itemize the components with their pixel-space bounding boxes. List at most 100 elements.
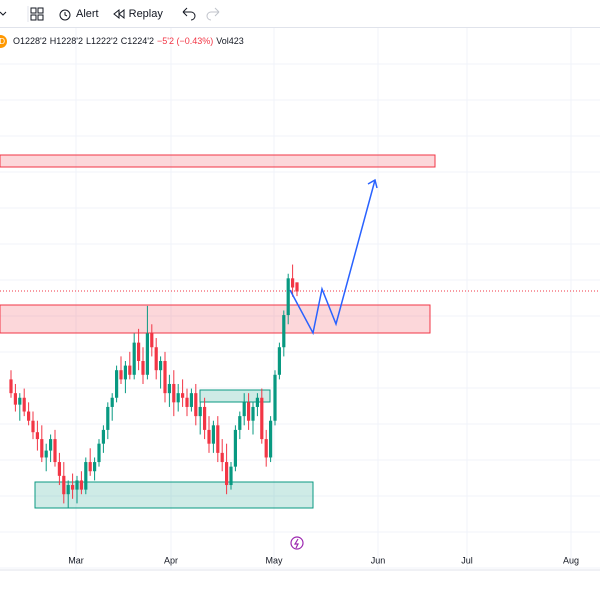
candle-body	[154, 347, 158, 371]
candle-body	[225, 462, 229, 486]
change-value: −5'2 (−0.43%)	[157, 36, 214, 46]
close-value: C1224'2	[120, 36, 155, 46]
candle-body	[106, 406, 110, 430]
candle-body	[194, 393, 198, 417]
toolbar: Alert Replay	[0, 0, 600, 28]
replay-label: Replay	[128, 7, 163, 20]
candle-body	[264, 439, 268, 458]
alert-icon	[59, 9, 71, 20]
candle-body	[18, 397, 22, 405]
candle-body	[282, 315, 286, 348]
candle-body	[53, 439, 57, 463]
candle-body	[88, 462, 92, 472]
candle-body	[291, 278, 295, 288]
support-zone[interactable]	[199, 389, 271, 403]
candle-body	[207, 429, 211, 444]
candle-body	[40, 439, 44, 458]
candle-body	[115, 370, 119, 398]
candle-body	[71, 485, 75, 490]
layouts-button[interactable]	[30, 7, 44, 21]
candle-body	[66, 485, 70, 495]
replay-button[interactable]: Replay	[112, 7, 163, 20]
candle-body	[137, 342, 141, 362]
candle-body	[203, 406, 207, 430]
candle-body	[110, 397, 114, 407]
candle-body	[31, 420, 35, 433]
candle-body	[49, 439, 53, 451]
projection-path[interactable]	[289, 179, 376, 336]
candle-body	[93, 462, 97, 472]
time-label: Apr	[164, 555, 178, 565]
open-value: O1228'2	[13, 36, 47, 46]
candle-body	[189, 393, 193, 407]
candle-body	[84, 462, 88, 490]
candle-body	[255, 397, 259, 407]
candle-body	[44, 450, 48, 458]
candle-body	[247, 402, 251, 421]
candle-body	[242, 402, 246, 417]
candle-body	[27, 411, 31, 421]
time-label: Jul	[461, 555, 473, 565]
candles	[9, 264, 299, 508]
candle-body	[233, 429, 237, 467]
candle-body	[185, 397, 189, 407]
candle-body	[251, 406, 255, 421]
candle-body	[97, 443, 101, 463]
candle-body	[35, 432, 39, 440]
candle-body	[198, 406, 202, 417]
alert-label: Alert	[76, 7, 99, 20]
undo-redo[interactable]	[177, 0, 227, 28]
candle-body	[13, 393, 17, 405]
time-label: Jun	[371, 555, 386, 565]
time-axis: Mar Apr May Jun Jul Aug	[68, 555, 579, 565]
candle-body	[176, 393, 180, 403]
candle-body	[145, 333, 149, 375]
candle-body	[220, 452, 224, 463]
candle-body	[269, 420, 273, 458]
time-label: May	[265, 555, 283, 565]
candle-body	[273, 374, 277, 421]
candle-body	[211, 425, 215, 444]
alert-button[interactable]: Alert	[58, 7, 99, 21]
candle-body	[163, 361, 167, 394]
resistance-zone[interactable]	[0, 154, 436, 168]
candle-body	[229, 466, 233, 486]
layouts-icon	[30, 7, 44, 20]
time-label: Aug	[563, 555, 579, 565]
candle-body	[132, 342, 136, 375]
candle-body	[57, 462, 61, 476]
candle-body	[159, 361, 163, 371]
time-label: Mar	[68, 555, 84, 565]
low-value: L1222'2	[86, 36, 118, 46]
candle-body	[101, 429, 105, 444]
candle-body	[260, 397, 264, 440]
ohlc-legend: D O1228'2 H1228'2 L1222'2 C1224'2 −5'2 (…	[0, 33, 244, 49]
candle-body	[295, 282, 299, 292]
candle-body	[238, 416, 242, 430]
candle-body	[181, 393, 185, 398]
high-value: H1228'2	[49, 36, 83, 46]
candle-body	[172, 383, 176, 403]
candle-body	[141, 361, 145, 375]
projection-arrowhead	[367, 178, 378, 189]
candle-body	[22, 397, 26, 412]
candle-body	[286, 278, 290, 316]
candle-body	[9, 379, 13, 394]
candle-body	[216, 425, 220, 453]
volume-value: Vol423	[216, 36, 244, 46]
candle-body	[123, 365, 127, 380]
candle-body	[62, 475, 66, 495]
event-icon[interactable]	[290, 536, 304, 550]
candle-body	[119, 370, 123, 380]
replay-icon	[112, 8, 125, 19]
candle-body	[167, 383, 171, 394]
candle-body	[79, 480, 83, 490]
candle-body	[128, 365, 132, 375]
resistance-zone[interactable]	[0, 304, 431, 334]
dropdown-chevron[interactable]	[0, 0, 30, 28]
candle-body	[150, 333, 154, 348]
symbol-badge: D	[0, 34, 7, 48]
event-bolt	[293, 538, 299, 549]
